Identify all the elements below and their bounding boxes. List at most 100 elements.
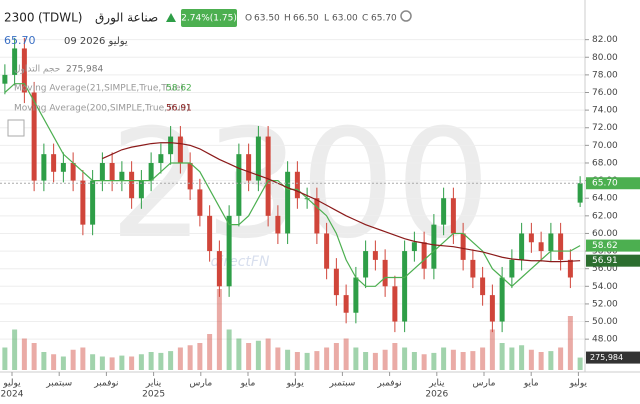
volume-bar [119, 355, 125, 370]
volume-bar [509, 347, 515, 370]
axis: 48.0050.0052.0054.0056.0058.0060.0062.00… [1, 35, 640, 400]
candle-body [255, 136, 261, 181]
x-tick-label: مارس [473, 379, 496, 389]
axis-panel [585, 0, 640, 400]
ohlc-key: H [284, 14, 291, 24]
date: 09 2026 يوليو [64, 36, 128, 47]
volume-bar [177, 347, 183, 370]
candle-body [411, 242, 417, 252]
volume-bar [2, 347, 8, 370]
candle-body [265, 136, 271, 216]
candle-body [528, 233, 534, 243]
ohlc-key: O [245, 14, 252, 24]
candle-body [489, 295, 495, 322]
y-tick-label: 70.00 [592, 141, 618, 151]
ohlc-value: 63.00 [332, 14, 358, 24]
volume-bar [21, 338, 27, 370]
y-tick-label: 64.00 [592, 194, 618, 204]
company: صناعة الورق [95, 11, 158, 26]
volume-bar [431, 352, 437, 370]
volume-bar [460, 352, 466, 370]
x-tick-label: سبتمبر [45, 379, 72, 389]
candle-body [207, 215, 213, 252]
settings-icon[interactable] [400, 10, 412, 22]
volume-tag: 275,984 [590, 353, 623, 362]
volume-bar [343, 338, 349, 370]
volume-bar [41, 352, 47, 370]
volume-tag-bg [586, 351, 640, 364]
volume-bar [275, 347, 281, 370]
candle-body [226, 215, 232, 287]
candle-body [119, 171, 125, 181]
legend-value: 275,984 [66, 65, 103, 75]
candle-body [41, 154, 47, 181]
y-tick-label: 80.00 [592, 53, 618, 63]
exchange: (TDWL) [38, 11, 82, 25]
volume-bar [265, 338, 271, 370]
price-tag: 65.70 [592, 179, 618, 189]
candle-body [421, 242, 427, 269]
x-year-label: 2026 [425, 390, 448, 400]
x-tick-label: مايو [523, 379, 539, 389]
volume-bar [558, 347, 564, 370]
x-tick-label: يوليو [286, 379, 305, 389]
volume-bar [138, 354, 144, 370]
candle-body [567, 259, 573, 278]
volume-bar [255, 340, 261, 370]
ohlc-key: L [324, 14, 329, 24]
candle-body [324, 233, 330, 269]
volume-bar [402, 347, 408, 370]
candle-body [519, 233, 525, 260]
volume-bar [236, 338, 242, 370]
volume-bar [519, 345, 525, 370]
y-tick-label: 62.00 [592, 211, 618, 221]
volume-bar [353, 347, 359, 370]
candle-body [382, 259, 388, 287]
ma-tag-bg [586, 254, 640, 267]
x-tick-label: يناير [428, 379, 445, 389]
volume-bar [567, 316, 573, 370]
volume-bar [392, 343, 398, 370]
watermark-brand: directFN [211, 254, 270, 270]
volume-bar [324, 347, 330, 370]
x-year-label: 2024 [1, 390, 24, 400]
candle-body [450, 198, 456, 234]
volume-bar [577, 357, 583, 370]
candle-body [109, 162, 115, 181]
candle-body [70, 162, 76, 181]
candle-body [216, 251, 222, 287]
volume-bar [226, 329, 232, 370]
candle-body [558, 233, 564, 260]
candle-body [480, 277, 486, 296]
y-tick-label: 48.00 [592, 335, 618, 345]
candle-body [294, 171, 300, 199]
ma-tag: 56.91 [592, 256, 618, 266]
candle-body [129, 171, 135, 199]
x-tick-label: يناير [145, 379, 162, 389]
volume-bar [31, 343, 37, 370]
volume-bar [70, 349, 76, 370]
ma-tag: 58.62 [592, 241, 618, 251]
volume-bar [246, 343, 252, 370]
ohlc-key: C [362, 14, 368, 24]
volume-bar [168, 351, 174, 370]
candle-body [548, 233, 554, 252]
x-tick-label: سبتمبر [328, 379, 355, 389]
legend-value: 58.62 [166, 84, 192, 94]
candle-body [90, 180, 96, 225]
volume-bar [60, 356, 66, 370]
candle-body [441, 198, 447, 225]
volume-bar [207, 334, 213, 370]
volume-bar [129, 356, 135, 370]
volume-bar [90, 354, 96, 370]
volume-bar [421, 354, 427, 370]
candle-body [363, 251, 369, 278]
volume-bar [450, 349, 456, 370]
volume-bar [548, 351, 554, 370]
plot [0, 37, 585, 370]
ohlc-value: 66.50 [293, 14, 319, 24]
tool-button[interactable] [7, 119, 25, 137]
volume-bar [285, 349, 291, 370]
volume-bar [333, 343, 339, 370]
volume-bar [197, 343, 203, 370]
